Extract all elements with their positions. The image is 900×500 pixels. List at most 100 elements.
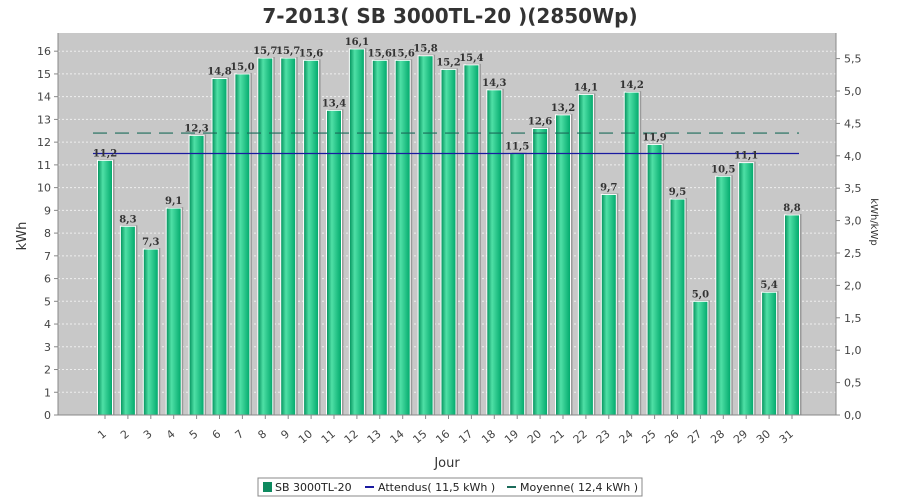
data-label: 14,2 xyxy=(620,80,644,91)
data-label: 11,1 xyxy=(734,151,758,162)
bar xyxy=(188,134,205,416)
bar xyxy=(577,93,594,416)
data-label: 12,6 xyxy=(528,117,552,128)
data-label: 14,1 xyxy=(574,82,598,93)
y2-tick-label: 5,5 xyxy=(844,53,862,66)
y-tick-label: 16 xyxy=(37,45,51,58)
y2-tick-label: 5,0 xyxy=(844,85,862,98)
bar xyxy=(280,57,297,416)
y-tick-label: 6 xyxy=(44,273,51,286)
legend-swatch-bar xyxy=(263,482,272,492)
bar xyxy=(348,48,365,416)
x-tick-label: 11 xyxy=(319,427,338,446)
bar xyxy=(394,59,411,416)
x-tick-label: 19 xyxy=(502,427,521,446)
bar xyxy=(532,128,549,416)
x-tick-label: 8 xyxy=(256,427,270,441)
x-tick-label: 13 xyxy=(365,427,384,446)
data-label: 10,5 xyxy=(711,164,735,175)
reference-lines xyxy=(93,132,799,155)
y2-tick-label: 3,0 xyxy=(844,215,862,228)
data-label: 15,6 xyxy=(299,48,323,59)
x-tick-label: 7 xyxy=(233,427,247,441)
y-tick-label: 15 xyxy=(37,68,51,81)
y-tick-label: 12 xyxy=(37,136,51,149)
bar xyxy=(669,198,686,416)
data-label: 13,4 xyxy=(322,98,346,109)
x-tick-label: 23 xyxy=(594,427,613,446)
data-label: 14,3 xyxy=(482,78,506,89)
bar xyxy=(600,193,617,416)
y-tick-label: 4 xyxy=(44,318,51,331)
bar xyxy=(417,55,434,416)
x-tick-label: 18 xyxy=(479,427,498,446)
bar xyxy=(211,77,228,416)
data-label: 9,7 xyxy=(600,182,617,193)
x-tick-label: 3 xyxy=(141,427,155,441)
y-tick-label: 14 xyxy=(37,91,51,104)
y-tick-label: 11 xyxy=(37,159,51,172)
data-label: 8,8 xyxy=(783,203,800,214)
x-tick-label: 2 xyxy=(118,427,132,441)
x-tick-label: 28 xyxy=(708,427,727,446)
legend: SB 3000TL-20 Attendus( 11,5 kWh ) Moyenne(… xyxy=(257,477,643,497)
bar xyxy=(257,57,274,416)
x-tick-label: 30 xyxy=(754,427,773,446)
bar xyxy=(326,109,342,416)
y-tick-label: 1 xyxy=(44,386,51,399)
y-axis-right: 0,0 0,5 1,0 1,5 2,0 2,5 3,0 3,5 4,0 4,5 5,0 5,5 xyxy=(835,33,862,422)
x-tick-label: 1 xyxy=(95,427,109,441)
bar xyxy=(715,175,732,416)
y2-tick-label: 4,5 xyxy=(844,117,862,130)
y2-tick-label: 3,5 xyxy=(844,182,862,195)
bar xyxy=(142,248,159,416)
data-label: 15,6 xyxy=(368,48,392,59)
legend-box xyxy=(257,477,643,497)
data-label: 16,1 xyxy=(345,37,369,48)
data-label: 8,3 xyxy=(119,214,136,225)
x-axis: 1 2 3 4 5 6 7 8 9 10 11 12 13 14 15 16 17 18 19 20 21 22 23 24 2… xyxy=(58,414,836,446)
y-tick-label: 7 xyxy=(44,250,51,263)
bar xyxy=(303,59,320,416)
legend-label-series: SB 3000TL-20 xyxy=(275,481,352,494)
x-tick-label: 24 xyxy=(617,427,636,446)
y2-tick-label: 0,5 xyxy=(844,377,862,390)
bar xyxy=(784,214,800,416)
y2-tick-label: 2,0 xyxy=(844,279,862,292)
bar xyxy=(234,73,251,416)
bar xyxy=(486,89,503,416)
y2-tick-label: 2,5 xyxy=(844,247,862,260)
data-label: 11,2 xyxy=(93,148,117,159)
x-tick-label: 9 xyxy=(278,427,292,441)
y2-tick-label: 0,0 xyxy=(844,409,862,422)
bar xyxy=(738,162,755,416)
data-label: 15,2 xyxy=(436,57,460,68)
data-label: 15,0 xyxy=(230,62,254,73)
x-axis-label: Jour xyxy=(433,456,460,471)
data-label: 9,1 xyxy=(165,196,182,207)
data-labels: 11,28,37,39,112,314,815,015,715,715,613,… xyxy=(93,37,801,300)
chart-title: 7-2013( SB 3000TL-20 )(2850Wp) xyxy=(262,4,637,28)
x-tick-label: 16 xyxy=(433,427,452,446)
bar xyxy=(165,207,182,416)
y-tick-label: 3 xyxy=(44,341,51,354)
data-label: 5,0 xyxy=(692,289,709,300)
x-tick-label: 31 xyxy=(777,427,796,446)
bar xyxy=(761,291,778,416)
y-axis-label: kWh xyxy=(15,222,30,251)
y-tick-label: 9 xyxy=(44,204,51,217)
x-tick-label: 14 xyxy=(388,427,407,446)
x-tick-label: 15 xyxy=(410,427,429,446)
legend-label-average: Moyenne( 12,4 kWh ) xyxy=(520,481,638,494)
bar xyxy=(692,300,709,416)
data-label: 5,4 xyxy=(760,280,777,291)
x-tick-label: 4 xyxy=(164,427,178,441)
y-tick-label: 10 xyxy=(37,182,51,195)
x-tick-label: 12 xyxy=(342,427,361,446)
x-tick-label: 21 xyxy=(548,427,567,446)
bar xyxy=(509,153,526,416)
bar xyxy=(97,159,113,416)
legend-label-expected: Attendus( 11,5 kWh ) xyxy=(378,481,495,494)
data-label: 15,8 xyxy=(413,44,437,55)
x-tick-label: 29 xyxy=(731,427,750,446)
